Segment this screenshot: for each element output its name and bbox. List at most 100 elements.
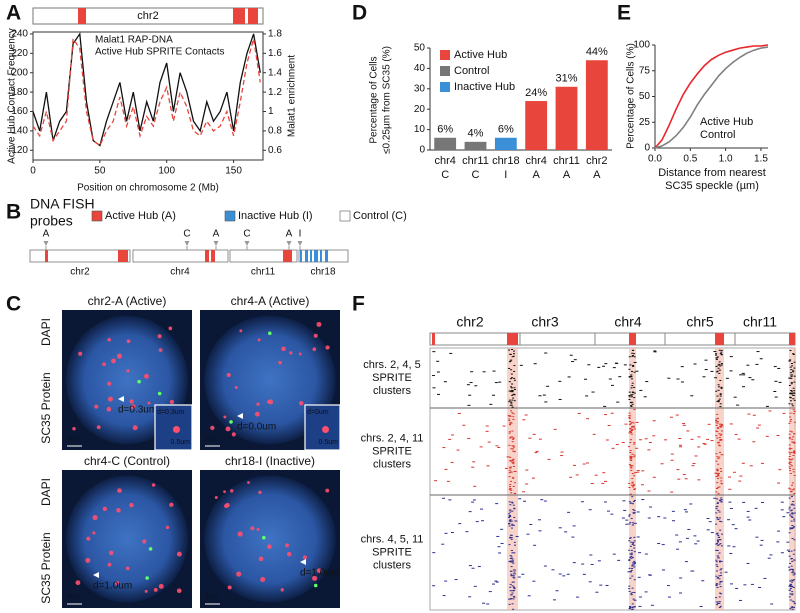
cluster-dot xyxy=(532,580,536,582)
cluster-dot xyxy=(791,365,794,367)
cluster-dot xyxy=(582,463,586,465)
cluster-dot xyxy=(629,557,632,559)
cluster-dot xyxy=(510,389,514,391)
cluster-dot xyxy=(718,433,721,435)
cluster-dot xyxy=(716,604,719,606)
cluster-dot xyxy=(512,458,515,460)
cluster-dot xyxy=(738,480,742,482)
cluster-dot xyxy=(791,482,794,484)
cluster-dot xyxy=(523,500,527,502)
cluster-dot xyxy=(696,540,700,542)
cluster-dot xyxy=(472,461,476,463)
cluster-dot xyxy=(719,499,722,501)
cluster-dot xyxy=(533,544,537,546)
cluster-dot xyxy=(789,372,792,374)
cluster-dot xyxy=(485,425,489,427)
speckle xyxy=(258,556,264,562)
cluster-dot xyxy=(558,398,562,400)
cluster-dot xyxy=(509,598,512,600)
cluster-dot xyxy=(444,580,448,582)
cluster-dot xyxy=(792,471,795,473)
cluster-dot xyxy=(718,544,721,546)
cluster-dot xyxy=(789,527,792,529)
y2-tick-label: 0.6 xyxy=(268,145,282,156)
cluster-dot xyxy=(630,378,633,380)
speckle xyxy=(316,568,322,573)
cluster-dot xyxy=(718,560,721,562)
cluster-dot xyxy=(718,561,721,563)
speckle xyxy=(78,351,83,356)
cluster-dot xyxy=(715,549,718,551)
speckle xyxy=(125,566,130,571)
cluster-dot xyxy=(633,510,636,512)
cluster-dot xyxy=(508,349,511,351)
cluster-dot xyxy=(717,441,720,443)
cluster-dot xyxy=(793,367,796,369)
speckle xyxy=(239,329,243,333)
cluster-dot xyxy=(792,501,795,503)
cluster-dot xyxy=(789,584,792,586)
cluster-dot xyxy=(631,524,634,526)
cluster-dot xyxy=(718,500,721,502)
sprite-segments xyxy=(432,333,795,345)
x-tick-label: chr11 xyxy=(553,155,580,167)
speckle xyxy=(267,544,272,549)
cluster-dot xyxy=(513,482,516,484)
x-tick-label: chr2 xyxy=(586,155,607,167)
cluster-dot xyxy=(507,415,511,417)
cluster-dot xyxy=(633,475,636,477)
cluster-dot xyxy=(509,466,512,468)
cluster-dot xyxy=(719,569,722,571)
cluster-dot xyxy=(510,537,513,539)
cluster-dot xyxy=(663,517,667,519)
cluster-dot xyxy=(788,506,791,508)
speckle xyxy=(247,481,250,484)
cluster-dot xyxy=(509,560,512,562)
cluster-dot xyxy=(510,534,513,536)
cluster-dot xyxy=(715,564,718,566)
cluster-dot xyxy=(633,456,636,458)
speckle xyxy=(130,404,136,410)
cluster-dot xyxy=(791,503,794,505)
cluster-dot xyxy=(641,470,645,472)
panel-label: A xyxy=(6,2,21,25)
cluster-dot xyxy=(513,596,516,598)
cluster-dot xyxy=(509,424,512,426)
y-tick-label: 75 xyxy=(639,65,651,76)
row-label: clusters xyxy=(373,458,411,470)
speckle xyxy=(234,386,238,389)
cluster-dot xyxy=(543,565,547,567)
cluster-dot xyxy=(510,594,513,596)
probe-label: C xyxy=(243,229,250,240)
category-code: A xyxy=(593,169,601,181)
cluster-dot xyxy=(633,599,637,601)
cluster-dot xyxy=(509,511,512,513)
y2-axis-label: Malat1 enrichment xyxy=(287,55,298,137)
speckle xyxy=(258,490,262,495)
cluster-dot xyxy=(511,523,514,525)
cluster-dot xyxy=(717,540,720,542)
cluster-dot xyxy=(470,371,474,373)
cluster-dot xyxy=(715,371,718,373)
cluster-dot xyxy=(788,403,791,405)
cluster-dot xyxy=(630,557,633,559)
arrowhead xyxy=(300,559,306,565)
speckle xyxy=(230,489,234,493)
cluster-dot xyxy=(788,555,791,557)
cluster-dot xyxy=(790,496,793,498)
cluster-dot xyxy=(742,501,746,503)
cluster-dot xyxy=(715,435,718,437)
cluster-dot xyxy=(630,594,633,596)
cluster-dot xyxy=(789,472,792,474)
cluster-dot xyxy=(792,387,795,389)
cluster-dot xyxy=(731,524,735,526)
cluster-dot xyxy=(650,604,654,606)
category-code: I xyxy=(504,169,507,181)
cluster-dot xyxy=(739,475,743,477)
cluster-dot xyxy=(631,557,634,559)
cluster-dot xyxy=(509,437,512,439)
row-label: DAPI xyxy=(39,318,53,346)
cluster-dot xyxy=(718,423,722,425)
cluster-dot xyxy=(444,532,448,534)
cluster-dot xyxy=(759,358,763,360)
